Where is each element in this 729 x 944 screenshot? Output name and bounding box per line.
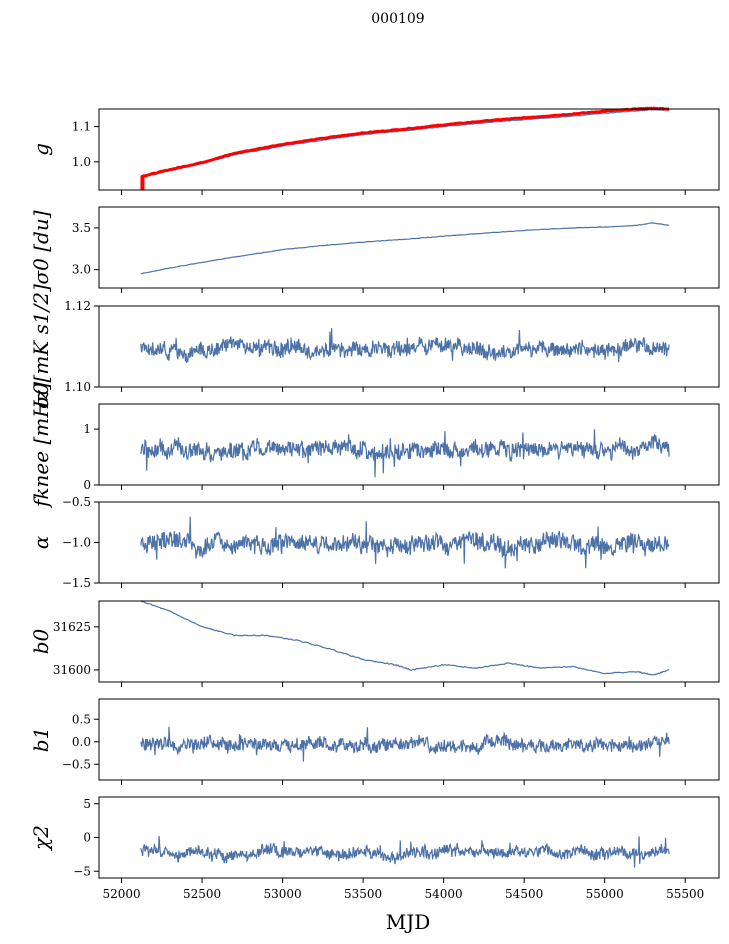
series-line-sigma0_mk-0 <box>140 328 670 363</box>
figure-title: 000109 <box>371 11 424 27</box>
y-tick-label-g-1: 1.1 <box>72 120 91 134</box>
x-tick-label-5: 54500 <box>505 887 543 901</box>
axes-frame-chi2 <box>98 796 720 879</box>
axes-frame-sigma0_du <box>98 206 720 289</box>
y-axis-label-b0: b0 <box>29 628 53 654</box>
y-tick-label-b1-2: 0.5 <box>72 712 91 726</box>
x-tick-label-6: 55000 <box>586 887 624 901</box>
y-tick-label-b1-1: 0.0 <box>72 735 91 749</box>
axes-frame-b1 <box>98 698 720 781</box>
y-axis-label-sigma0_mk: σ0[mK s1/2] <box>29 284 53 409</box>
y-tick-label-b1-0: −0.5 <box>62 757 91 771</box>
y-axis-label-b1: b1 <box>29 727 53 753</box>
y-tick-label-sigma0_du-1: 3.5 <box>72 221 91 235</box>
y-tick-label-sigma0_mk-0: 1.10 <box>64 380 91 394</box>
y-tick-label-chi2-2: 5 <box>83 797 91 811</box>
y-tick-label-chi2-1: 0 <box>83 831 91 845</box>
panel-sigma0_du: 3.0 3.5 σ0 [du] <box>29 206 720 293</box>
panel-alpha: −1.5 −1.0 −0.5 α <box>29 495 720 590</box>
y-axis-label-chi2: χ2 <box>29 825 53 852</box>
x-tick-label-2: 53000 <box>263 887 301 901</box>
panel-g: 1.0 1.1 g <box>29 106 720 195</box>
y-axis-label-alpha: α <box>29 535 53 549</box>
x-tick-label-1: 52500 <box>183 887 221 901</box>
y-tick-label-alpha-2: −0.5 <box>62 495 91 509</box>
series-line-g-1 <box>140 106 670 179</box>
series-line-sigma0_du-0 <box>140 222 670 275</box>
panel-fknee: 0 1 fknee [mHz] <box>29 382 720 509</box>
panel-sigma0_mk: 1.10 1.12 σ0[mK s1/2] <box>29 284 720 409</box>
series-line-alpha-0 <box>140 516 670 569</box>
series-line-b0-0 <box>140 600 670 676</box>
y-tick-label-b0-1: 31625 <box>53 620 91 634</box>
axes-frame-sigma0_mk <box>98 305 720 388</box>
x-tick-label-3: 53500 <box>344 887 382 901</box>
y-tick-label-alpha-1: −1.0 <box>62 536 91 550</box>
series-line-chi2-0 <box>140 835 670 868</box>
x-tick-label-4: 54000 <box>425 887 463 901</box>
y-tick-label-alpha-0: −1.5 <box>62 576 91 590</box>
y-axis-label-sigma0_du: σ0 [du] <box>29 210 53 284</box>
y-tick-label-chi2-0: −5 <box>73 864 91 878</box>
series-line-b1-0 <box>140 726 670 762</box>
y-tick-label-sigma0_mk-1: 1.12 <box>64 299 91 313</box>
x-tick-label-0: 52000 <box>102 887 140 901</box>
panel-b1: −0.5 0.0 0.5 b1 <box>29 698 720 785</box>
y-axis-label-fknee: fknee [mHz] <box>29 382 53 509</box>
y-axis-label-g: g <box>29 143 53 156</box>
axes-frame-fknee <box>98 403 720 486</box>
y-tick-label-b0-0: 31600 <box>53 663 91 677</box>
axes-frame-b0 <box>98 600 720 683</box>
x-axis-label: MJD <box>386 910 431 934</box>
y-tick-label-sigma0_du-0: 3.0 <box>72 263 91 277</box>
y-tick-label-fknee-1: 1 <box>83 422 91 436</box>
panel-chi2: −5 0 5 52000 52500 53000 53500 54000 54500 55000 5… <box>29 796 720 901</box>
y-tick-label-g-0: 1.0 <box>72 155 91 169</box>
x-tick-label-7: 55500 <box>666 887 704 901</box>
y-tick-label-fknee-0: 0 <box>83 478 91 492</box>
axes-frame-g <box>98 108 720 191</box>
series-line-fknee-0 <box>140 429 670 478</box>
series-line-g-0 <box>140 108 670 179</box>
